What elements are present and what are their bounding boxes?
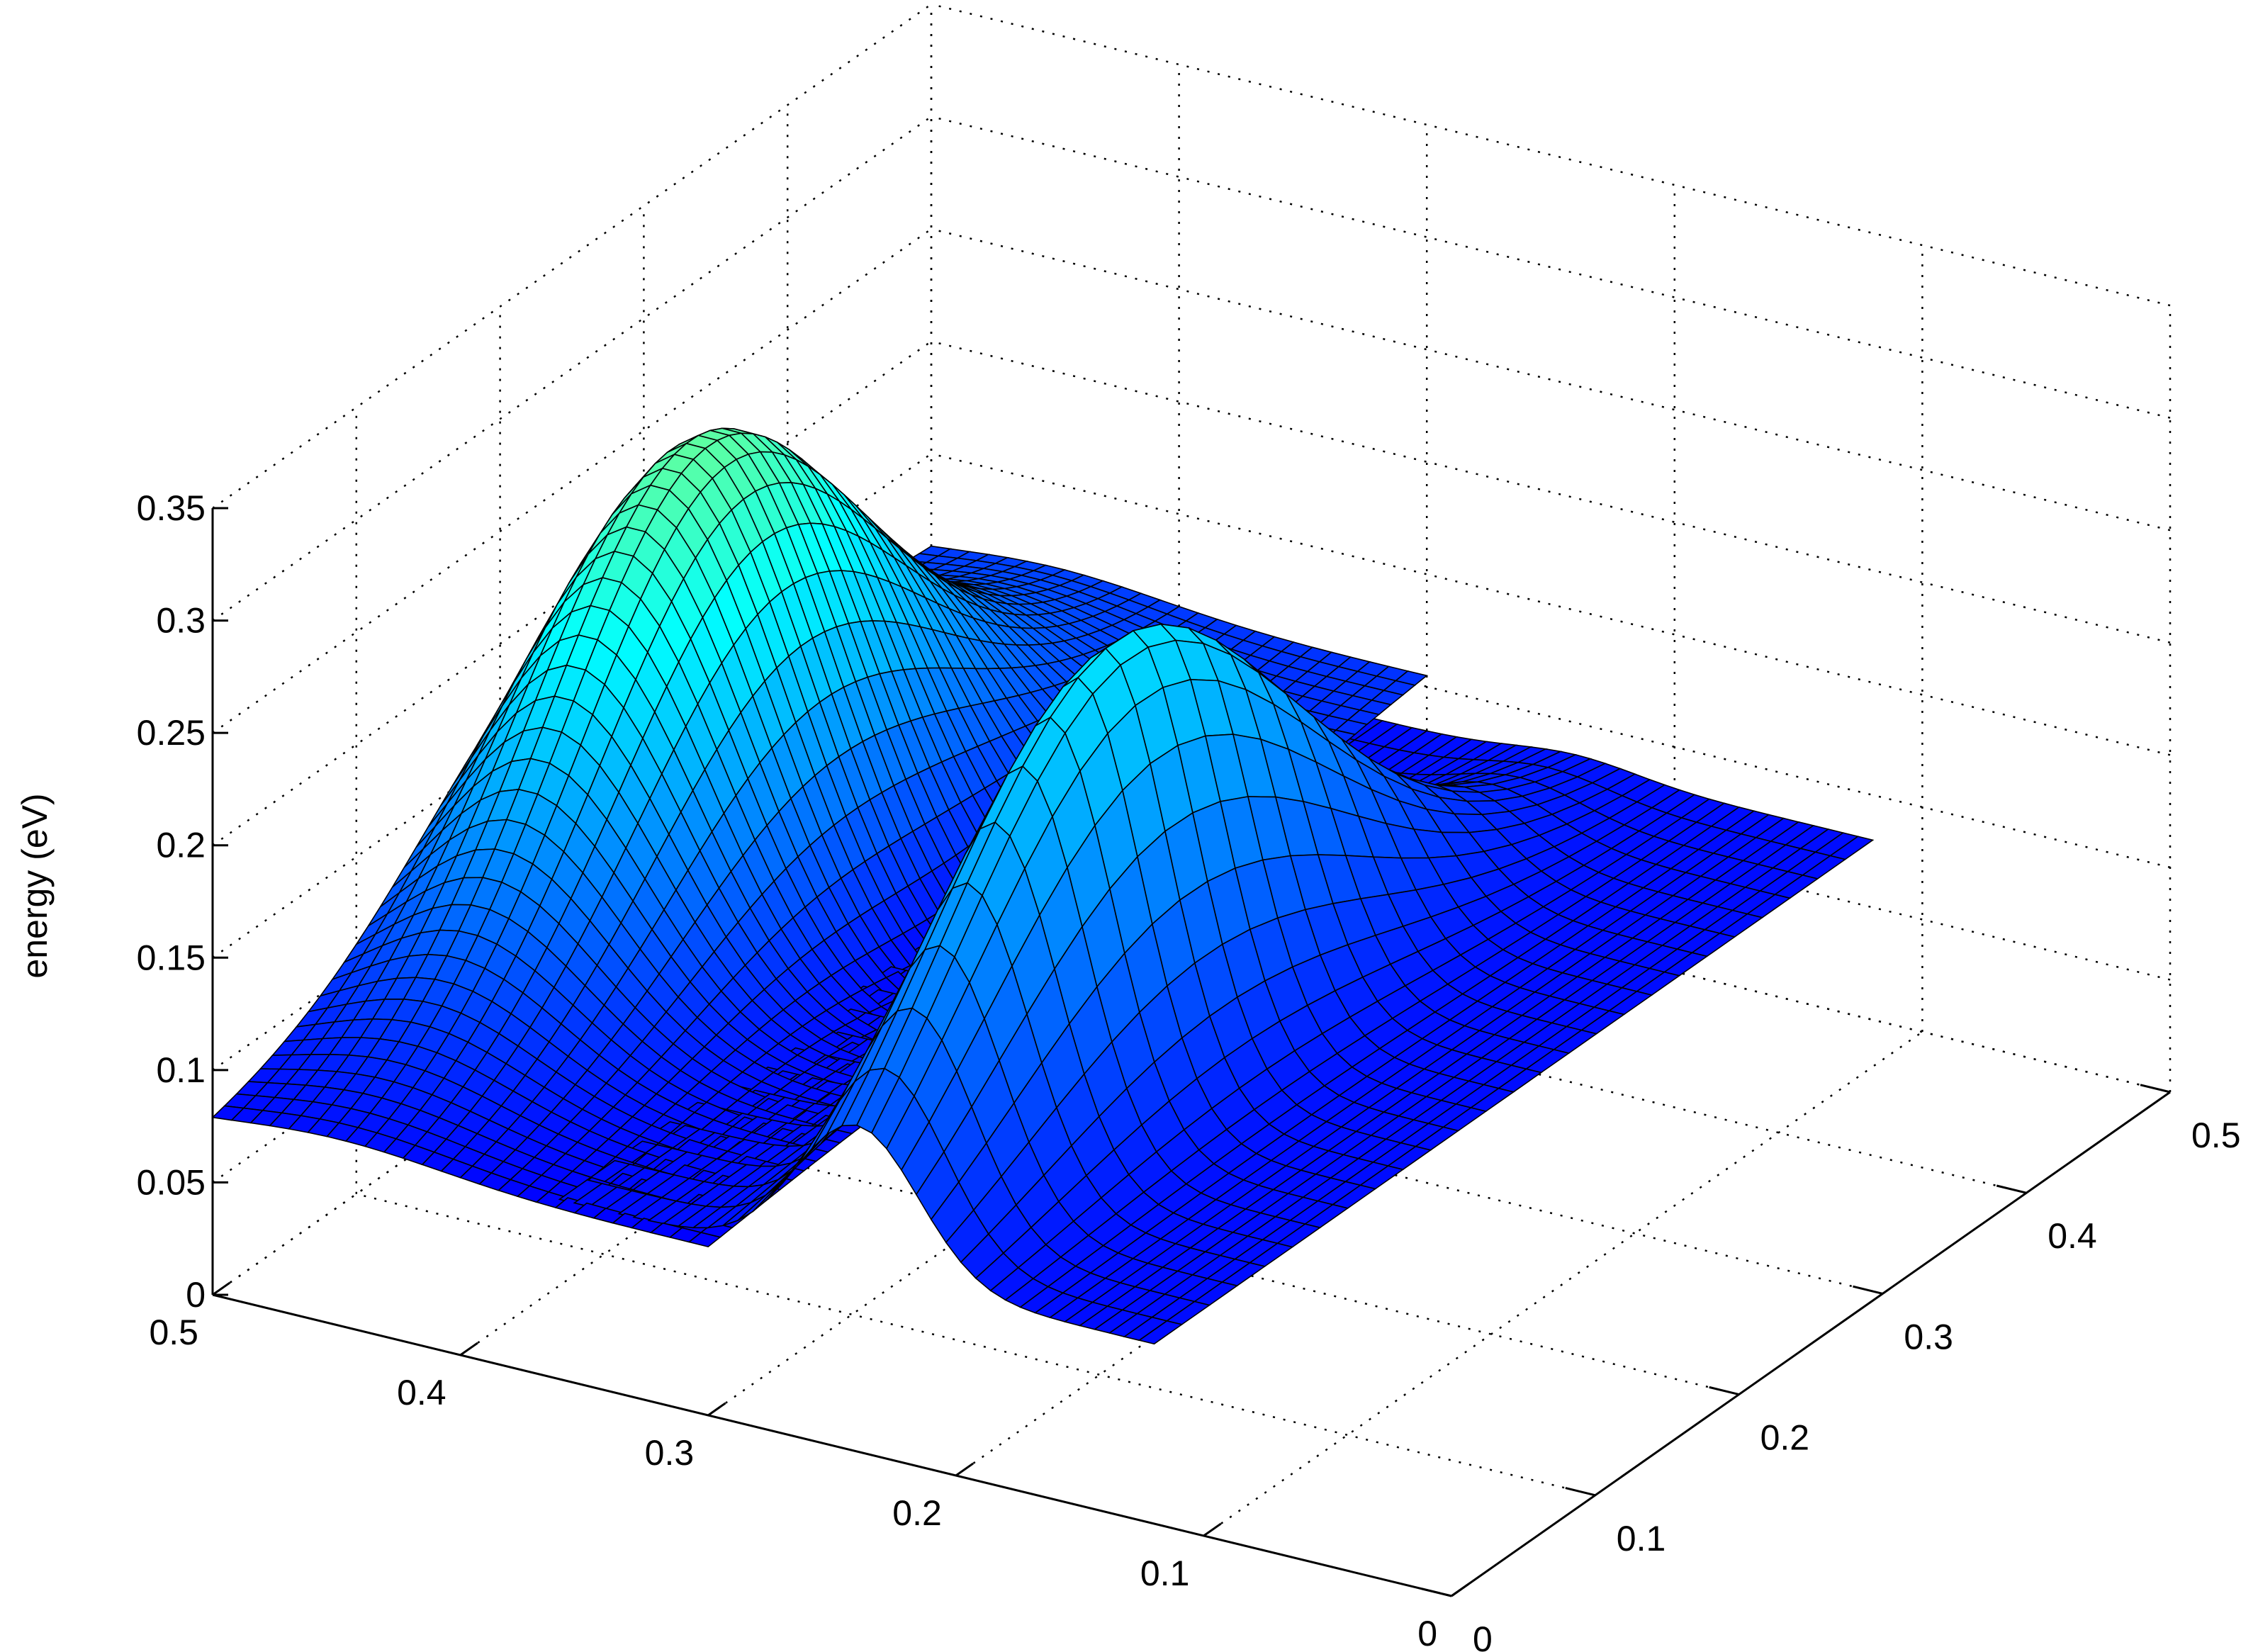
x-tick: [2140, 1084, 2171, 1094]
axes: [211, 507, 2171, 1597]
z-tick-label: 0.1: [156, 1050, 206, 1090]
x-axis-line: [1451, 1091, 2171, 1597]
z-axis-title: energy (eV): [15, 793, 55, 978]
x-tick-label: 0: [1473, 1619, 1493, 1652]
y-tick: [1203, 1522, 1222, 1537]
x-tick: [1421, 1588, 1452, 1597]
y-tick-label: 0.2: [892, 1493, 942, 1533]
y-tick-label: 0.4: [397, 1373, 446, 1412]
y-tick-label: 0.3: [645, 1433, 695, 1473]
y-tick-label: 0: [1417, 1614, 1437, 1652]
z-tick-label: 0: [186, 1275, 206, 1315]
z-tick-label: 0.15: [137, 938, 206, 977]
x-tick-label: 0.2: [1760, 1418, 1810, 1458]
y-tick: [707, 1402, 726, 1417]
z-tick-label: 0.2: [156, 826, 206, 865]
x-tick: [1565, 1487, 1596, 1497]
x-tick-label: 0.5: [2191, 1116, 2241, 1155]
y-axis-line: [212, 1293, 1452, 1597]
y-tick: [1451, 1583, 1470, 1597]
x-tick-label: 0.4: [2048, 1216, 2097, 1256]
x-tick: [1853, 1285, 1883, 1295]
y-tick: [459, 1342, 478, 1356]
x-tick: [1996, 1184, 2027, 1194]
z-tick-label: 0.3: [156, 601, 206, 641]
side-wall-grid-line: [931, 3, 2171, 307]
z-tick-label: 0.25: [137, 713, 206, 753]
y-tick: [212, 1281, 231, 1296]
surface-peak-patch: [1138, 1320, 1184, 1345]
surface-mesh: [211, 427, 1875, 1345]
x-tick: [1709, 1386, 1739, 1396]
side-wall-grid-line: [931, 227, 2171, 532]
z-tick-label: 0.35: [137, 488, 206, 528]
x-tick-label: 0.1: [1617, 1519, 1666, 1558]
tick-labels: 0 0.05 0.1 0.15 0.2 0.25 0.3 0.35 0 0.1 0.2 0.3 0.4 0…: [137, 488, 2241, 1652]
surface-ridge-patch: [687, 1232, 721, 1247]
z-tick-label: 0.05: [137, 1162, 206, 1202]
side-wall-grid-line: [931, 116, 2171, 419]
y-tick-label: 0.1: [1140, 1553, 1190, 1593]
back-wall-grid-line: [212, 3, 932, 510]
y-tick: [955, 1462, 974, 1477]
x-tick-label: 0.3: [1904, 1317, 1953, 1356]
y-tick-label: 0.5: [149, 1313, 198, 1352]
